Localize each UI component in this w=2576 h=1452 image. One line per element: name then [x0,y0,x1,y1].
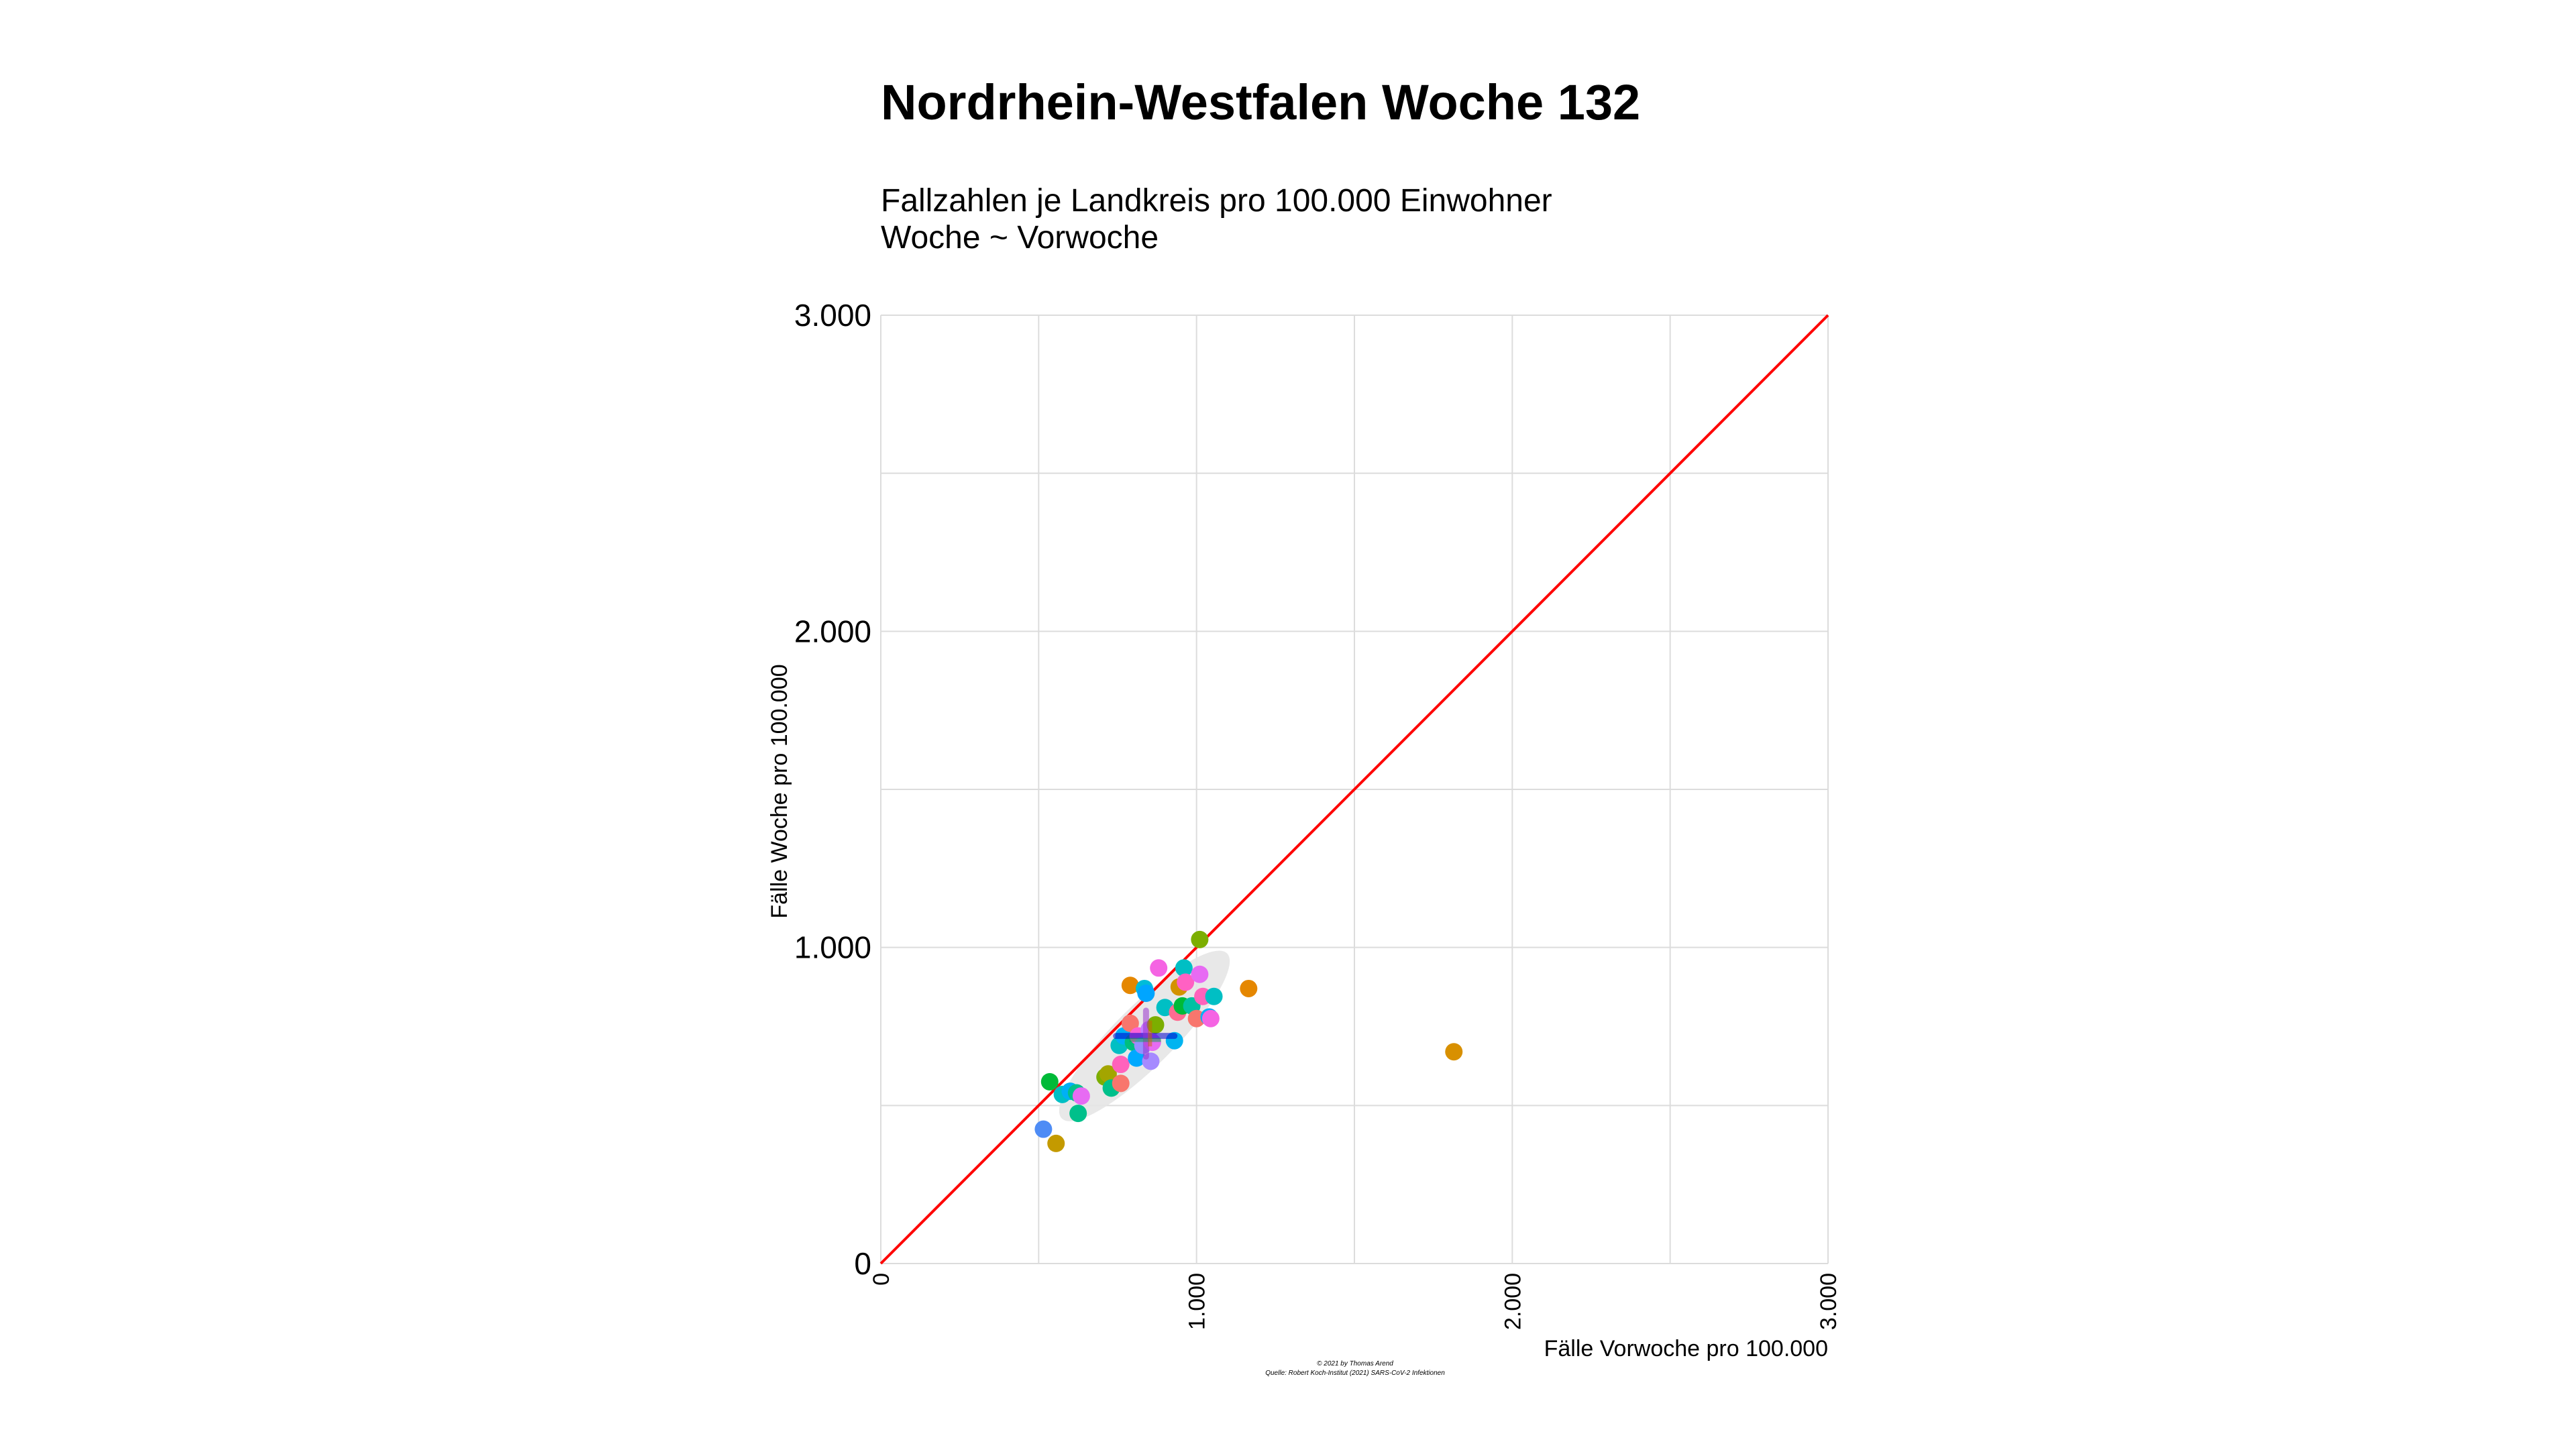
y-axis-label: Fälle Woche pro 100.000 [767,664,792,918]
data-point [1205,987,1223,1005]
footer-source: Quelle: Robert Koch-Institut (2021) SARS… [1265,1370,1445,1377]
data-point [1150,959,1168,977]
footer-copyright: © 2021 by Thomas Arend [1317,1360,1393,1367]
reference-line-identity [879,314,1829,1265]
data-point [1191,965,1209,983]
data-point [1240,979,1258,997]
data-point [1177,973,1195,991]
y-tick-label: 2.000 [794,614,871,649]
points-layer [1034,930,1463,1152]
data-point [1445,1043,1463,1061]
data-point [1040,1072,1059,1091]
x-tick-label: 0 [869,1273,894,1286]
x-tick-label: 2.000 [1500,1273,1525,1330]
data-point [1099,1065,1117,1083]
chart-subtitle-line-2: Woche ~ Vorwoche [881,220,1159,256]
data-point [1112,1056,1130,1074]
x-tick-label: 3.000 [1816,1273,1841,1330]
y-tick-label: 1.000 [794,930,871,965]
data-point [1137,985,1155,1003]
data-point [1175,959,1193,977]
chart-title: Nordrhein-Westfalen Woche 132 [881,74,1640,130]
y-tick-label: 3.000 [794,298,871,333]
x-axis-label: Fälle Vorwoche pro 100.000 [1544,1336,1828,1361]
data-point [1072,1087,1090,1105]
data-point [1069,1105,1087,1123]
data-point [1121,976,1139,995]
x-tick-label: 1.000 [1185,1273,1210,1330]
reference-line-layer [879,314,1829,1265]
mean-cross-layer [1113,1007,1178,1060]
data-point [1121,1014,1139,1032]
data-point [1047,1134,1065,1152]
data-point [1201,1009,1220,1027]
data-point [1034,1120,1053,1138]
data-point [1191,930,1209,948]
data-point [1187,1009,1205,1027]
data-point [1112,1074,1130,1093]
tick-labels-layer: 0 1.000 2.000 3.000 0 1.000 2.000 3.000 [794,298,1841,1330]
y-tick-label: 0 [854,1246,871,1281]
chart-subtitle-line-1: Fallzahlen je Landkreis pro 100.000 Einw… [881,183,1552,219]
